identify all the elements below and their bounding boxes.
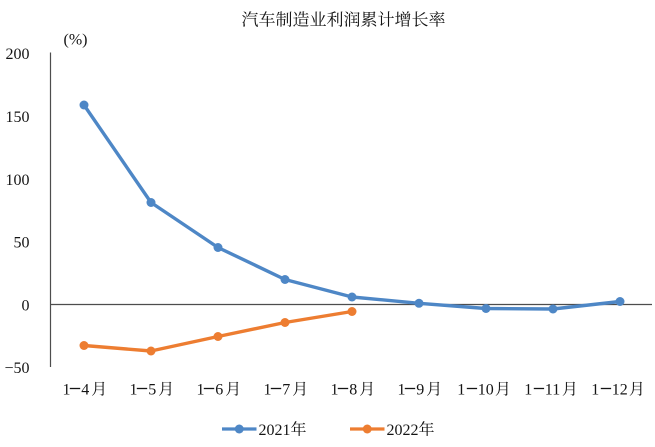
svg-text:8: 8 [349, 382, 357, 399]
svg-text:50: 50 [14, 235, 30, 252]
svg-text:1: 1 [264, 382, 272, 399]
svg-text:11: 11 [545, 382, 560, 399]
svg-text:1: 1 [63, 382, 71, 399]
svg-text:10: 10 [478, 382, 494, 399]
svg-text:1: 1 [591, 382, 599, 399]
svg-text:−50: −50 [4, 360, 29, 377]
svg-text:1: 1 [524, 382, 532, 399]
svg-text:1: 1 [130, 382, 138, 399]
svg-text:9: 9 [416, 382, 424, 399]
svg-text:1: 1 [197, 382, 205, 399]
svg-text:1: 1 [331, 382, 339, 399]
svg-text:200: 200 [6, 46, 30, 63]
svg-text:2021: 2021 [259, 422, 291, 439]
svg-text:1: 1 [457, 382, 465, 399]
svg-text:(%): (%) [64, 32, 88, 49]
svg-text:150: 150 [6, 109, 30, 126]
svg-text:4: 4 [81, 382, 89, 399]
svg-text:2022: 2022 [387, 422, 419, 439]
svg-text:100: 100 [6, 172, 30, 189]
svg-text:1: 1 [398, 382, 406, 399]
svg-text:12: 12 [612, 382, 628, 399]
svg-text:7: 7 [282, 382, 290, 399]
svg-text:0: 0 [22, 298, 30, 315]
svg-text:6: 6 [215, 382, 223, 399]
svg-text:5: 5 [148, 382, 156, 399]
